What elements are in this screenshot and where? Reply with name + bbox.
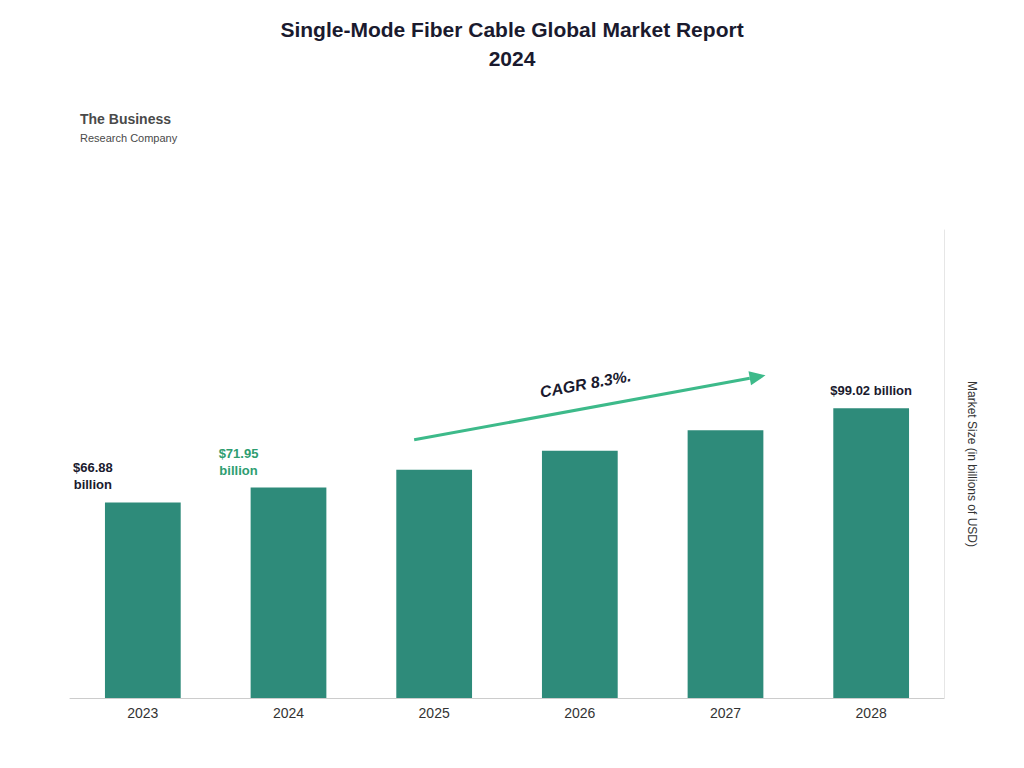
svg-text:2023: 2023 <box>127 705 158 721</box>
svg-text:Single-Mode Fiber Cable Global: Single-Mode Fiber Cable Global Market Re… <box>280 18 743 41</box>
svg-text:2027: 2027 <box>710 705 741 721</box>
svg-text:billion: billion <box>74 477 112 492</box>
svg-text:2028: 2028 <box>856 705 887 721</box>
svg-text:2024: 2024 <box>489 47 536 70</box>
svg-text:$66.88: $66.88 <box>73 460 113 475</box>
svg-text:billion: billion <box>219 463 257 478</box>
svg-text:Research Company: Research Company <box>80 132 178 144</box>
svg-text:$99.02 billion: $99.02 billion <box>830 383 912 398</box>
svg-text:Market Size (in billions of US: Market Size (in billions of USD) <box>965 381 979 547</box>
svg-text:2026: 2026 <box>564 705 595 721</box>
svg-text:CAGR 8.3%.: CAGR 8.3%. <box>538 367 632 400</box>
svg-text:$71.95: $71.95 <box>219 446 259 461</box>
svg-text:2024: 2024 <box>273 705 304 721</box>
svg-text:2025: 2025 <box>419 705 450 721</box>
svg-text:The Business: The Business <box>80 111 171 127</box>
